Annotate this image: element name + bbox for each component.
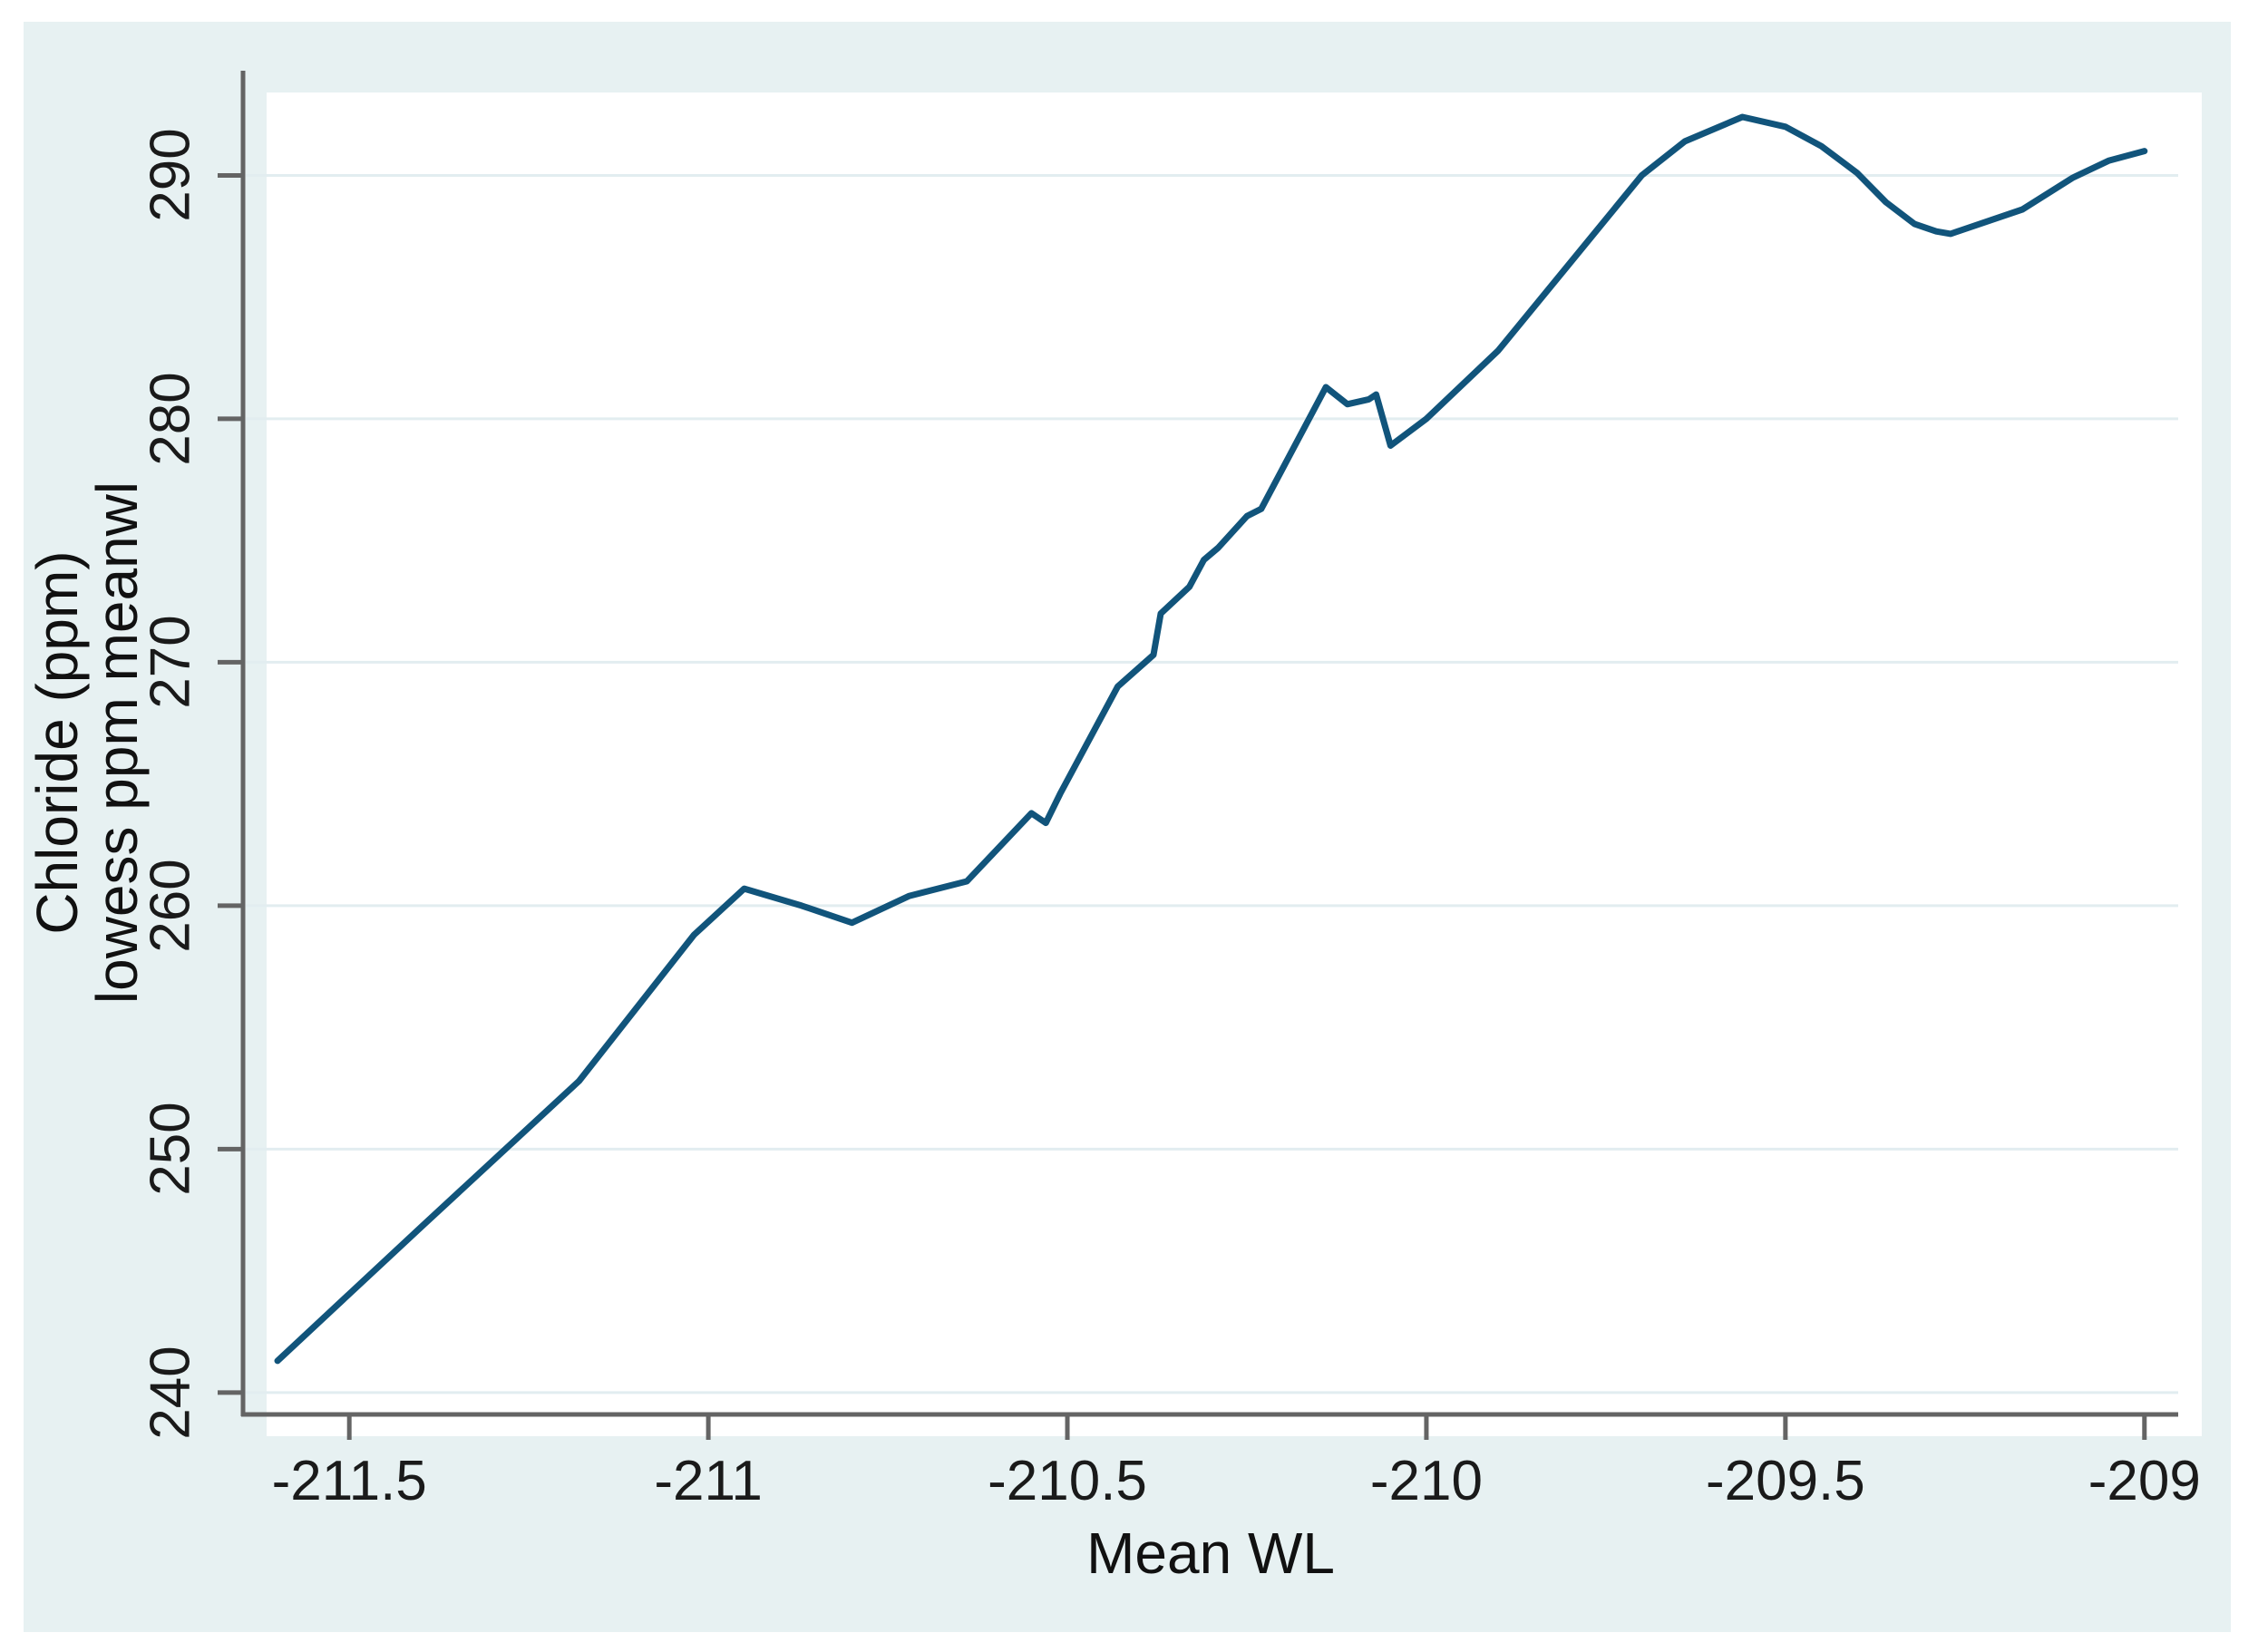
y-tick-label: 240	[139, 1346, 202, 1440]
x-tick-label: -209	[2088, 1450, 2201, 1512]
plot-area	[267, 92, 2202, 1436]
x-tick-label: -210.5	[988, 1450, 1147, 1512]
y-tick-label: 290	[139, 128, 202, 223]
x-tick-label: -210	[1369, 1450, 1483, 1512]
y-axis-title-line2: lowess ppm meanwl	[84, 481, 150, 1005]
graph-region	[24, 22, 2231, 1632]
y-tick-label: 250	[139, 1102, 202, 1197]
y-tick-label: 280	[139, 372, 202, 466]
x-tick-label: -211	[654, 1450, 763, 1512]
y-axis-title-line1: Chloride (ppm)	[24, 550, 90, 935]
y-axis-title: Chloride (ppm) lowess ppm meanwl	[24, 481, 150, 1005]
x-tick-label: -211.5	[271, 1450, 427, 1512]
x-tick-label: -209.5	[1705, 1450, 1865, 1512]
x-axis-title: Mean WL	[1086, 1521, 1335, 1586]
lowess-series-line	[274, 113, 2148, 1365]
